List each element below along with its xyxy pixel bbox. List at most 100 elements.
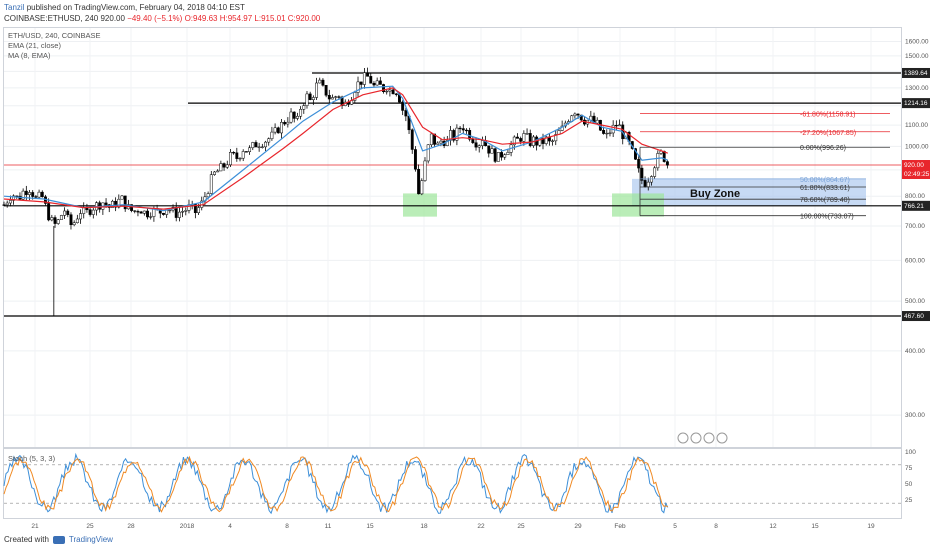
- candle-body[interactable]: [391, 89, 395, 95]
- candle-body[interactable]: [136, 211, 140, 213]
- candle-body[interactable]: [356, 81, 360, 93]
- candle-body[interactable]: [474, 142, 478, 148]
- candle-body[interactable]: [72, 222, 76, 226]
- candle-body[interactable]: [181, 211, 185, 213]
- candle-body[interactable]: [130, 204, 134, 211]
- candle-body[interactable]: [496, 152, 500, 162]
- candle-body[interactable]: [375, 80, 379, 86]
- candle-body[interactable]: [110, 200, 114, 208]
- candle-body[interactable]: [114, 200, 118, 208]
- candle-body[interactable]: [334, 96, 338, 98]
- buy-zone-box[interactable]: [632, 178, 866, 206]
- candle-body[interactable]: [146, 210, 149, 218]
- candle-body[interactable]: [289, 111, 293, 123]
- candle-body[interactable]: [295, 115, 299, 119]
- candle-body[interactable]: [63, 210, 67, 216]
- event-flag-icon[interactable]: [690, 432, 702, 444]
- candle-body[interactable]: [551, 140, 555, 142]
- candle-body[interactable]: [28, 192, 31, 195]
- candle-body[interactable]: [439, 140, 443, 144]
- candle-body[interactable]: [512, 136, 516, 146]
- candle-body[interactable]: [404, 110, 408, 117]
- candle-body[interactable]: [142, 210, 146, 214]
- candle-body[interactable]: [637, 159, 641, 169]
- event-flag-icon[interactable]: [677, 432, 689, 444]
- candle-body[interactable]: [276, 127, 280, 134]
- candle-body[interactable]: [359, 81, 363, 85]
- candle-body[interactable]: [21, 190, 25, 200]
- candle-body[interactable]: [91, 209, 95, 215]
- candle-body[interactable]: [353, 92, 357, 101]
- candle-body[interactable]: [82, 207, 86, 214]
- candle-body[interactable]: [516, 136, 519, 139]
- candle-body[interactable]: [286, 121, 290, 125]
- candle-body[interactable]: [50, 217, 54, 221]
- candle-body[interactable]: [311, 97, 315, 100]
- candle-body[interactable]: [493, 148, 497, 162]
- candle-body[interactable]: [254, 142, 258, 148]
- candle-body[interactable]: [490, 148, 494, 154]
- candle-body[interactable]: [337, 96, 341, 98]
- candle-body[interactable]: [602, 130, 606, 134]
- candle-body[interactable]: [410, 129, 414, 150]
- candle-body[interactable]: [66, 210, 70, 215]
- candle-body[interactable]: [267, 138, 271, 143]
- candle-body[interactable]: [595, 119, 599, 124]
- candle-body[interactable]: [162, 212, 165, 215]
- candle-body[interactable]: [614, 124, 618, 127]
- legend-symbol[interactable]: ETH/USD, 240, COINBASE: [8, 31, 101, 40]
- candle-body[interactable]: [605, 132, 609, 135]
- candle-body[interactable]: [331, 97, 334, 100]
- candle-body[interactable]: [394, 93, 398, 95]
- candle-body[interactable]: [264, 141, 267, 148]
- candle-body[interactable]: [519, 138, 523, 142]
- candle-body[interactable]: [177, 211, 181, 218]
- candle-body[interactable]: [283, 121, 287, 125]
- candle-body[interactable]: [429, 133, 433, 146]
- candle-body[interactable]: [417, 168, 421, 195]
- candle-body[interactable]: [40, 191, 44, 198]
- candle-body[interactable]: [362, 72, 366, 85]
- candle-body[interactable]: [455, 127, 459, 141]
- candle-body[interactable]: [634, 148, 637, 160]
- candle-body[interactable]: [477, 145, 481, 148]
- candle-body[interactable]: [168, 209, 172, 212]
- candle-body[interactable]: [522, 133, 526, 142]
- candle-body[interactable]: [47, 203, 51, 221]
- candle-body[interactable]: [452, 130, 456, 141]
- event-flag-icon[interactable]: [703, 432, 715, 444]
- candle-body[interactable]: [433, 133, 437, 145]
- candle-body[interactable]: [465, 129, 468, 132]
- candle-body[interactable]: [260, 146, 264, 148]
- candle-body[interactable]: [216, 170, 220, 173]
- candle-body[interactable]: [235, 152, 239, 159]
- candle-body[interactable]: [382, 84, 385, 93]
- candle-body[interactable]: [213, 171, 216, 175]
- candle-body[interactable]: [646, 181, 650, 187]
- candle-body[interactable]: [133, 210, 137, 212]
- candle-body[interactable]: [280, 121, 283, 134]
- candle-body[interactable]: [31, 192, 35, 197]
- candle-body[interactable]: [34, 196, 38, 198]
- event-flag-icon[interactable]: [716, 432, 728, 444]
- footer-brand[interactable]: TradingView: [68, 535, 113, 544]
- legend-stoch[interactable]: Stoch (5, 3, 3): [8, 454, 56, 463]
- candle-body[interactable]: [56, 219, 60, 224]
- candle-body[interactable]: [608, 132, 612, 134]
- candle-body[interactable]: [471, 139, 475, 143]
- candle-body[interactable]: [649, 176, 653, 183]
- candle-body[interactable]: [503, 154, 507, 158]
- candle-body[interactable]: [640, 167, 644, 181]
- candle-body[interactable]: [244, 151, 248, 153]
- candle-body[interactable]: [525, 133, 529, 135]
- candle-body[interactable]: [500, 152, 503, 158]
- candle-body[interactable]: [273, 127, 277, 133]
- candle-body[interactable]: [37, 191, 41, 198]
- candle-body[interactable]: [257, 146, 261, 148]
- candle-body[interactable]: [308, 93, 312, 100]
- candle-body[interactable]: [372, 82, 376, 86]
- candle-body[interactable]: [321, 79, 325, 86]
- candle-body[interactable]: [315, 82, 319, 98]
- candle-body[interactable]: [222, 163, 226, 168]
- legend-ma[interactable]: MA (8, EMA): [8, 51, 51, 60]
